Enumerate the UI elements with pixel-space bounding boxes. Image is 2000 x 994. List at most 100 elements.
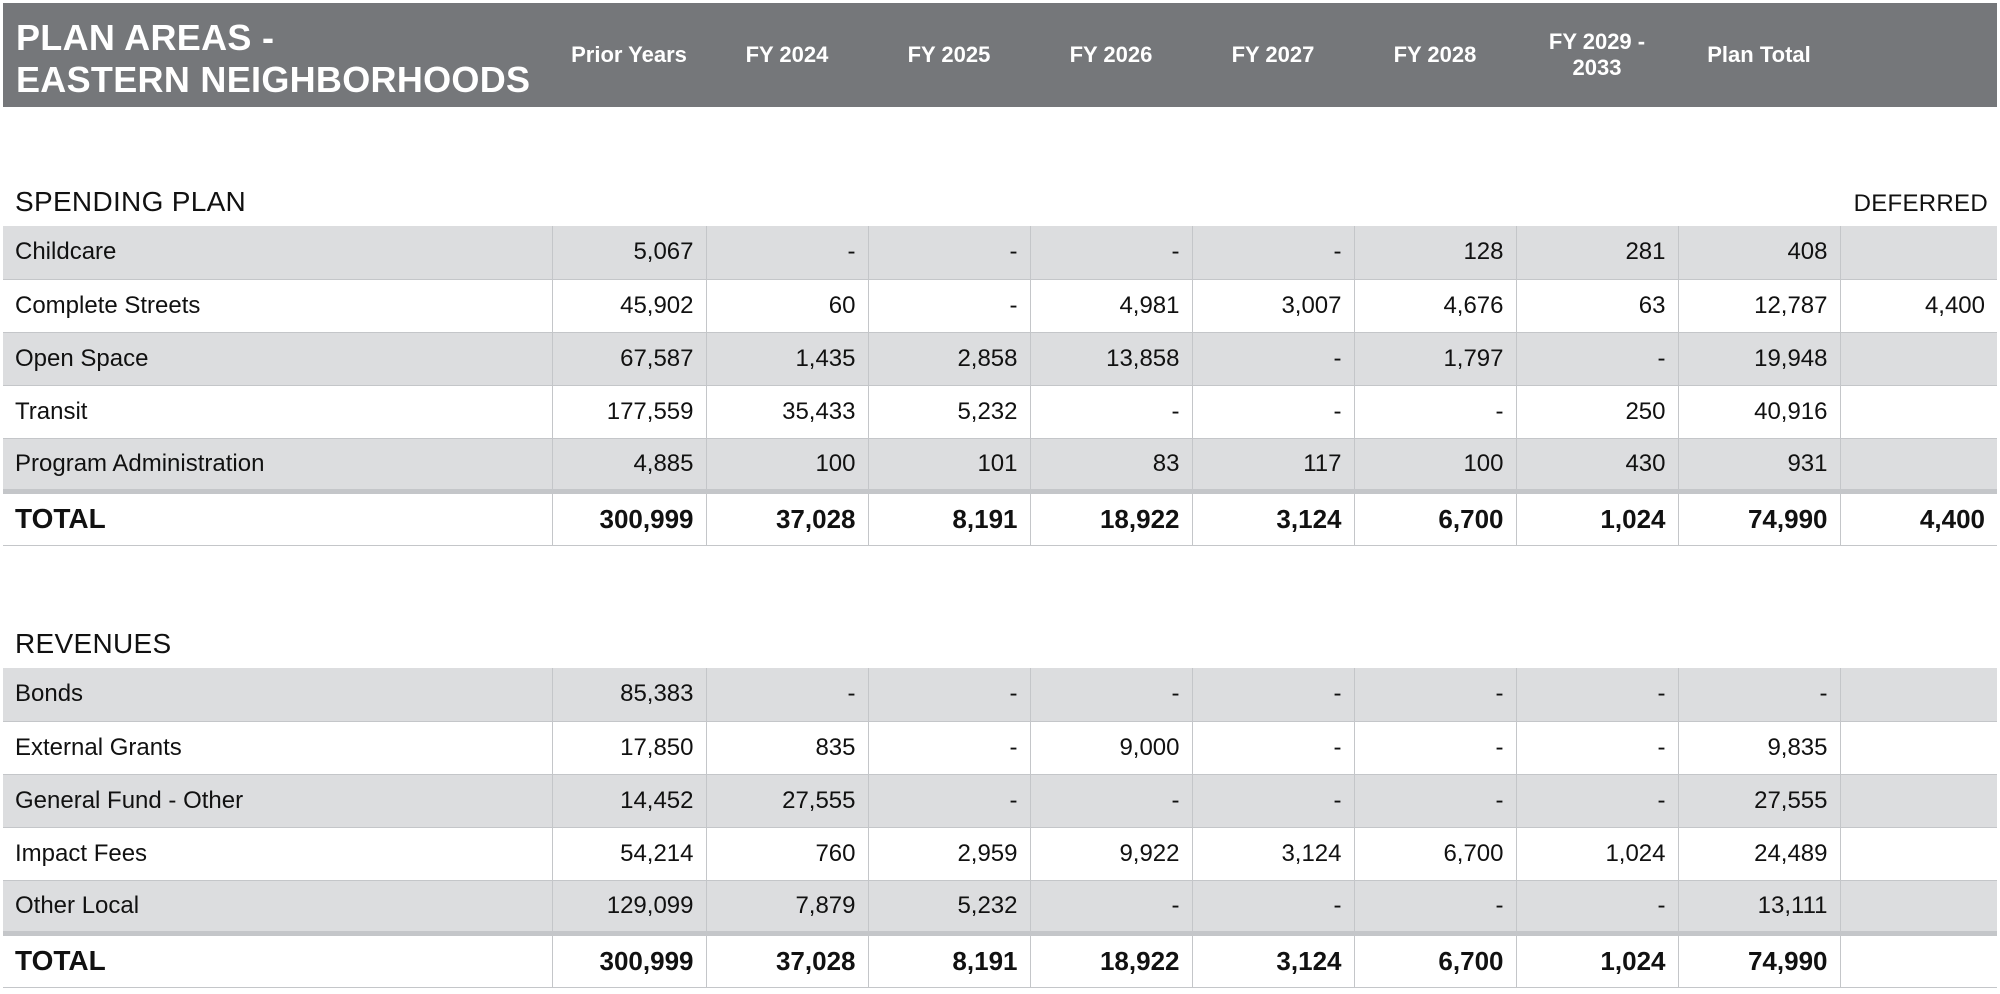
- table-row: Open Space 67,587 1,435 2,858 13,858-1,797-1…: [3, 332, 1997, 386]
- column-header-fy2027: FY 2027: [1231, 42, 1315, 67]
- cell-value: 1,024: [1515, 930, 1678, 988]
- table-row: Impact Fees 54,214 760 2,959 9,922 3,124 6,700…: [3, 827, 1997, 881]
- cell-value: -: [1353, 385, 1516, 439]
- total-row: TOTAL 300,999 37,028 8,191 18,922 3,124 6,700 1…: [3, 488, 1997, 546]
- cell-value: 300,999: [551, 930, 706, 988]
- cell-value: 1,024: [1515, 827, 1678, 881]
- cell-value: 27,555: [705, 774, 868, 828]
- cell-value: 300,999: [551, 488, 706, 546]
- cell-value: -: [1515, 668, 1678, 722]
- cell-value: -: [1029, 880, 1192, 934]
- cell-value: -: [1515, 721, 1678, 775]
- cell-value: 67,587: [551, 332, 706, 386]
- cell-value: 5,232: [867, 385, 1030, 439]
- row-label: Complete Streets: [3, 279, 552, 333]
- cell-value: 60: [705, 279, 868, 333]
- row-label: Bonds: [3, 668, 552, 722]
- cell-value: 9,922: [1029, 827, 1192, 881]
- cell-value: -: [1029, 668, 1192, 722]
- cell-value: 54,214: [551, 827, 706, 881]
- row-label: TOTAL: [3, 930, 552, 988]
- row-label: External Grants: [3, 721, 552, 775]
- cell-value: [1839, 332, 1997, 386]
- cell-value: 408: [1677, 226, 1840, 280]
- cell-value: -: [1353, 880, 1516, 934]
- cell-value: 4,400: [1839, 488, 1997, 546]
- spending-plan-table: Childcare 5,067- - - -128 281 408 Complete Stre…: [3, 226, 1997, 546]
- cell-value: 6,700: [1353, 488, 1516, 546]
- cell-value: 12,787: [1677, 279, 1840, 333]
- cell-value: 3,124: [1191, 930, 1354, 988]
- row-label: General Fund - Other: [3, 774, 552, 828]
- cell-value: -: [867, 774, 1030, 828]
- cell-value: 5,232: [867, 880, 1030, 934]
- cell-value: 9,000: [1029, 721, 1192, 775]
- table-row: Other Local 129,099 7,879 5,232- - - -13,111: [3, 880, 1997, 934]
- cell-value: 129,099: [551, 880, 706, 934]
- cell-value: 35,433: [705, 385, 868, 439]
- cell-value: 100: [1353, 438, 1516, 492]
- cell-value: 117: [1191, 438, 1354, 492]
- title-line-1: PLAN AREAS -: [16, 17, 275, 58]
- table-row: External Grants 17,850 835-9,000- - -9,835: [3, 721, 1997, 775]
- spending-plan-title: SPENDING PLAN: [15, 186, 247, 217]
- cell-value: -: [1191, 385, 1354, 439]
- cell-value: 19,948: [1677, 332, 1840, 386]
- cell-value: 4,885: [551, 438, 706, 492]
- cell-value: 63: [1515, 279, 1678, 333]
- cell-value: -: [1191, 721, 1354, 775]
- cell-value: -: [705, 668, 868, 722]
- revenues-table-body: Bonds 85,383- - - - - - - External Grants 17,850 8…: [3, 668, 1997, 988]
- row-label: Childcare: [3, 226, 552, 280]
- cell-value: 250: [1515, 385, 1678, 439]
- table-row: Bonds 85,383- - - - - - -: [3, 668, 1997, 722]
- cell-value: 18,922: [1029, 930, 1192, 988]
- table-row: Program Administration 4,885 100 101 83 117 10…: [3, 438, 1997, 492]
- cell-value: -: [1353, 668, 1516, 722]
- cell-value: 2,858: [867, 332, 1030, 386]
- cell-value: [1839, 668, 1997, 722]
- cell-value: 835: [705, 721, 868, 775]
- column-header-fy2026: FY 2026: [1069, 42, 1153, 67]
- cell-value: [1839, 880, 1997, 934]
- column-header-fy2025: FY 2025: [907, 42, 991, 67]
- cell-value: -: [1191, 332, 1354, 386]
- column-header-prior-years: Prior Years: [571, 42, 687, 67]
- cell-value: -: [1515, 332, 1678, 386]
- column-header-fy2029-line-1: FY 2029 -: [1548, 29, 1646, 54]
- cell-value: 40,916: [1677, 385, 1840, 439]
- cell-value: [1839, 721, 1997, 775]
- cell-value: 24,489: [1677, 827, 1840, 881]
- deferred-column-label: DEFERRED: [1853, 190, 1988, 217]
- cell-value: -: [1029, 385, 1192, 439]
- cell-value: 74,990: [1677, 488, 1840, 546]
- cell-value: 1,797: [1353, 332, 1516, 386]
- cell-value: 8,191: [867, 930, 1030, 988]
- cell-value: -: [1515, 880, 1678, 934]
- cell-value: 74,990: [1677, 930, 1840, 988]
- cell-value: [1839, 226, 1997, 280]
- cell-value: -: [1515, 774, 1678, 828]
- cell-value: 4,981: [1029, 279, 1192, 333]
- cell-value: 101: [867, 438, 1030, 492]
- cell-value: 100: [705, 438, 868, 492]
- cell-value: -: [1191, 774, 1354, 828]
- cell-value: 128: [1353, 226, 1516, 280]
- cell-value: 3,124: [1191, 488, 1354, 546]
- cell-value: 5,067: [551, 226, 706, 280]
- cell-value: -: [867, 226, 1030, 280]
- row-label: Transit: [3, 385, 552, 439]
- revenues-title: REVENUES: [15, 628, 172, 659]
- title-line-2: EASTERN NEIGHBORHOODS: [16, 59, 531, 100]
- row-label: Program Administration: [3, 438, 552, 492]
- column-header-fy2028: FY 2028: [1393, 42, 1477, 67]
- cell-value: -: [1191, 880, 1354, 934]
- table-row: General Fund - Other 14,452 27,555- - - - -27,…: [3, 774, 1997, 828]
- row-label: Open Space: [3, 332, 552, 386]
- cell-value: 177,559: [551, 385, 706, 439]
- revenues-table: Bonds 85,383- - - - - - - External Grants 17,850 8…: [3, 668, 1997, 988]
- cell-value: -: [1029, 774, 1192, 828]
- cell-value: [1839, 774, 1997, 828]
- cell-value: 17,850: [551, 721, 706, 775]
- row-label: Other Local: [3, 880, 552, 934]
